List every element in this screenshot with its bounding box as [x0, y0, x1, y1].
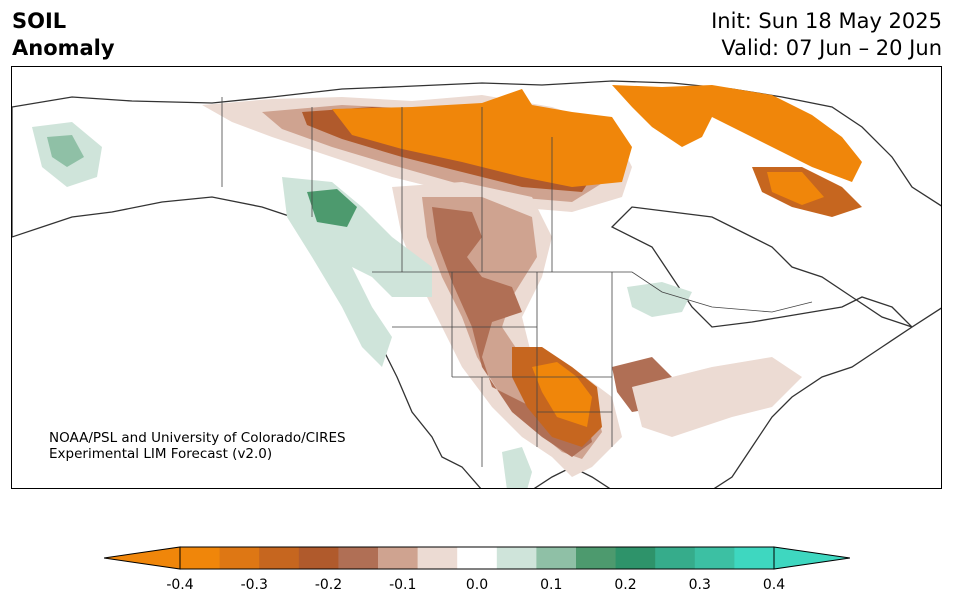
- state-lines: [392, 272, 613, 467]
- colorbar-border: [179, 546, 775, 570]
- init-date: Init: Sun 18 May 2025: [711, 9, 942, 33]
- alaska-wet-core: [47, 135, 84, 167]
- colorbar-tick-label: 0.4: [762, 577, 786, 593]
- colorbar-tick-label: 0.1: [540, 577, 563, 593]
- title-type: Anomaly: [12, 36, 115, 60]
- labrador-dry-core: [767, 172, 824, 205]
- colorbar-tick-label: -0.2: [314, 577, 343, 593]
- colorbar-segment: [219, 547, 260, 569]
- borders: [221, 97, 813, 467]
- colorbar-tick-label: -0.1: [389, 577, 417, 593]
- colorbar-segment: [417, 547, 458, 569]
- colorbar: [104, 546, 850, 570]
- colorbar-extend-high: [773, 546, 850, 570]
- southeast-dry: [632, 357, 802, 437]
- colorbar-segment: [576, 547, 617, 569]
- credit-source: NOAA/PSL and University of Colorado/CIRE…: [49, 430, 346, 446]
- colorbar-segment: [615, 547, 656, 569]
- credit-model: Experimental LIM Forecast (v2.0): [49, 446, 273, 462]
- colorbar-segment: [338, 547, 379, 569]
- forecast-dates: Init: Sun 18 May 2025 Valid: 07 Jun – 20…: [711, 8, 942, 62]
- colorbar-segment: [496, 547, 537, 569]
- colorbar-tick-label: -0.4: [166, 577, 194, 593]
- colorbar-segment: [457, 547, 498, 569]
- colorbar-tick-label: 0.3: [688, 577, 711, 593]
- title-variable: SOIL: [12, 9, 67, 33]
- bc-wet-core: [307, 189, 357, 227]
- great-lakes-wet: [627, 282, 692, 317]
- colorbar-segment: [694, 547, 735, 569]
- bc-wet: [282, 177, 432, 367]
- colorbar-segments: [104, 546, 850, 570]
- oklahoma-dry-max: [532, 362, 592, 427]
- colorbar-segment: [378, 547, 419, 569]
- valid-range: Valid: 07 Jun – 20 Jun: [721, 36, 942, 60]
- anomaly-shading: [32, 85, 862, 488]
- prairie-dry-core: [432, 207, 592, 457]
- anomaly-map: [11, 66, 942, 489]
- forecast-credit: NOAA/PSL and University of Colorado/CIRE…: [49, 430, 346, 462]
- map-title: SOIL Anomaly: [12, 8, 115, 62]
- colorbar-segment: [259, 547, 300, 569]
- colorbar-segment: [655, 547, 696, 569]
- colorbar-tick-label: -0.3: [240, 577, 268, 593]
- colorbar-segment: [180, 547, 221, 569]
- colorbar-tick-label: 0.0: [465, 577, 489, 593]
- colorbar-segment: [734, 547, 775, 569]
- colorbar-tick-label: 0.2: [614, 577, 637, 593]
- colorbar-segment: [536, 547, 577, 569]
- hudson-east-dry: [612, 85, 862, 182]
- province-lines: [221, 97, 553, 272]
- us-canada-border: [372, 271, 813, 313]
- texas-wet: [502, 447, 532, 488]
- map-canvas: [12, 80, 941, 488]
- colorbar-segment: [298, 547, 339, 569]
- colorbar-extend-low: [104, 546, 181, 570]
